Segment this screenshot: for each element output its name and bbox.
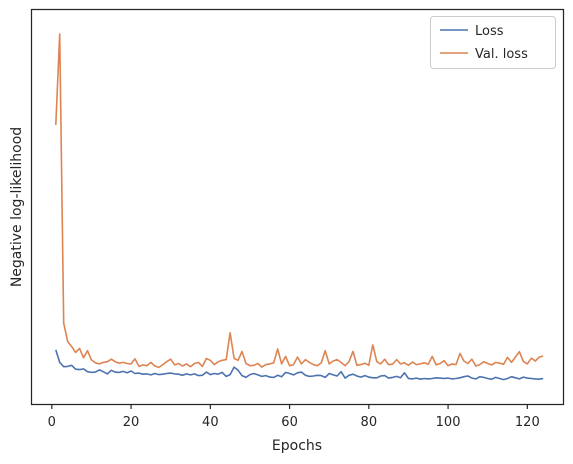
- x-tick-label: 0: [48, 415, 56, 430]
- x-tick-label: 120: [515, 415, 540, 430]
- legend-label-loss: Loss: [475, 24, 504, 39]
- series-lines: [55, 33, 544, 381]
- x-tick-label: 80: [361, 415, 378, 430]
- y-axis-title: Negative log-likelihood: [9, 127, 25, 287]
- x-axis-ticks: 0 20 40 60 80 100 120: [48, 404, 540, 430]
- series-line-val-loss: [55, 33, 544, 369]
- x-tick-label: 60: [281, 415, 298, 430]
- legend-label-val-loss: Val. loss: [475, 47, 528, 62]
- x-axis-title: Epochs: [272, 438, 322, 454]
- x-tick-label: 20: [123, 415, 140, 430]
- x-tick-label: 100: [436, 415, 461, 430]
- plot-frame: [30, 8, 565, 406]
- series-line-loss: [55, 349, 544, 381]
- x-tick-label: 40: [202, 415, 219, 430]
- legend: Loss Val. loss: [430, 16, 556, 69]
